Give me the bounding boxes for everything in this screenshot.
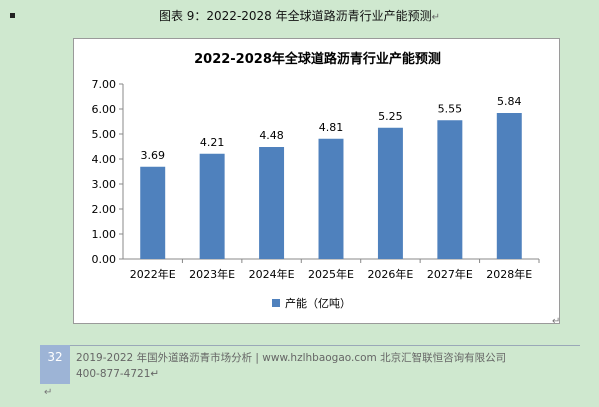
footer-paragraph-mark: ↵ (150, 368, 160, 380)
chart-container: 2022-2028年全球道路沥青行业产能预测 0.00 1.00 2.00 3.00 4.… (73, 38, 560, 324)
data-label: 3.69 (140, 149, 165, 162)
bar-chart: 2022-2028年全球道路沥青行业产能预测 0.00 1.00 2.00 3.00 4.… (92, 51, 540, 310)
chart-title: 2022-2028年全球道路沥青行业产能预测 (194, 51, 441, 67)
page-number-box: 32 (40, 345, 70, 384)
paragraph-mark-chart: ↵ (552, 316, 561, 327)
x-tick-label: 2028年E (486, 267, 532, 281)
x-tick-label: 2025年E (308, 267, 354, 281)
figure-caption-text: 图表 9：2022-2028 年全球道路沥青行业产能预测 (158, 9, 432, 23)
paragraph-mark: ↵ (431, 12, 441, 23)
footer-line-1: 2019-2022 年国外道路沥青市场分析 | www.hzlhbaogao.c… (76, 352, 507, 364)
y-tick-label: 1.00 (92, 228, 117, 241)
data-label: 4.48 (259, 129, 284, 142)
bar (199, 153, 225, 259)
y-tick-label: 7.00 (92, 78, 117, 91)
page-number: 32 (47, 350, 63, 364)
bar (259, 147, 285, 259)
legend-label: 产能（亿吨） (285, 296, 351, 310)
y-tick-label: 0.00 (92, 253, 117, 266)
y-tick-label: 2.00 (92, 203, 117, 216)
x-tick-label: 2026年E (367, 267, 413, 281)
bar (318, 138, 344, 259)
data-label: 5.84 (497, 95, 522, 108)
x-tick-label: 2023年E (189, 267, 235, 281)
return-mark: ↵ (44, 387, 53, 398)
footer-line-2: 400-877-4721↵ (76, 366, 506, 382)
y-tick-label: 6.00 (92, 103, 117, 116)
bar (437, 120, 463, 259)
x-tick-label: 2022年E (130, 267, 176, 281)
bar (140, 166, 166, 259)
footer-divider (40, 345, 580, 346)
list-bullet (10, 13, 15, 18)
data-label: 5.25 (378, 110, 403, 123)
data-label: 4.21 (200, 136, 225, 149)
footer-text: 2019-2022 年国外道路沥青市场分析 | www.hzlhbaogao.c… (76, 350, 506, 382)
y-tick-label: 5.00 (92, 128, 117, 141)
footer-phone: 400-877-4721 (76, 368, 151, 380)
figure-caption: 图表 9：2022-2028 年全球道路沥青行业产能预测↵ (0, 7, 599, 24)
y-tick-label: 3.00 (92, 178, 117, 191)
x-tick-label: 2024年E (249, 267, 295, 281)
legend-swatch (272, 299, 280, 307)
data-label: 4.81 (319, 121, 344, 134)
y-tick-label: 4.00 (92, 153, 117, 166)
bar (377, 127, 403, 259)
bar (496, 113, 522, 259)
x-tick-label: 2027年E (427, 267, 473, 281)
data-label: 5.55 (438, 102, 463, 115)
